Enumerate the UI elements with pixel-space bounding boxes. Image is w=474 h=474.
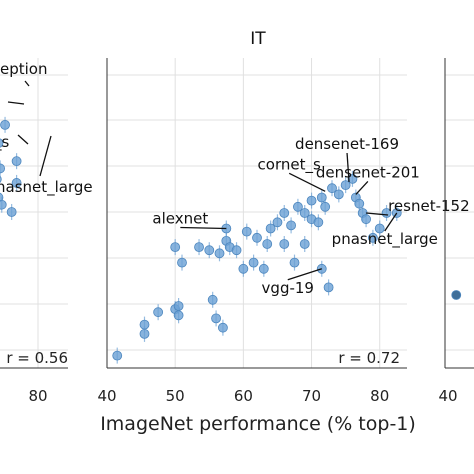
data-point	[368, 232, 378, 243]
data-point	[354, 198, 365, 209]
annotation-leader	[288, 172, 326, 192]
data-point	[316, 192, 327, 203]
data-point	[207, 294, 218, 305]
data-point	[361, 214, 371, 225]
data-point	[340, 180, 351, 191]
x-tick-label: 60	[234, 387, 253, 405]
data-point	[258, 263, 269, 274]
annotation-leader	[366, 212, 389, 216]
data-point	[238, 263, 249, 274]
left-panel: 80 r = 0.56 eption _s nasnet_large	[0, 58, 93, 405]
correlation-label: r = 0.72	[338, 349, 400, 367]
data-point	[173, 301, 184, 311]
data-point	[11, 156, 22, 167]
data-point	[153, 307, 164, 318]
data-point	[272, 217, 283, 228]
data-point	[323, 282, 334, 293]
data-point	[11, 178, 22, 188]
x-tick-label: 50	[166, 387, 185, 405]
data-point	[252, 232, 262, 243]
data-point	[333, 189, 344, 200]
data-point	[374, 223, 385, 234]
point-label: resnet-152	[388, 197, 470, 215]
data-point	[0, 119, 10, 130]
x-tick-label: 40	[438, 387, 457, 405]
point-label: eption	[0, 60, 47, 78]
data-point	[139, 319, 150, 330]
data-point	[299, 208, 310, 218]
right-panel: 40	[438, 58, 474, 405]
point-label: nasnet_large	[0, 178, 93, 197]
data-point	[248, 257, 259, 268]
data-point	[320, 201, 331, 212]
data-point	[279, 208, 290, 218]
annotation-leader	[7, 101, 25, 105]
point-label: densenet-201	[316, 163, 420, 181]
data-point	[0, 163, 5, 174]
x-tick-label: 80	[28, 387, 47, 405]
annotation-leader	[24, 80, 30, 87]
data-point	[194, 242, 204, 253]
data-point	[313, 217, 324, 228]
data-point	[177, 257, 187, 268]
x-axis-label: ImageNet performance (% top-1)	[100, 413, 416, 435]
data-point	[112, 350, 123, 361]
correlation-label: r = 0.56	[6, 349, 68, 367]
data-point	[451, 290, 462, 300]
annotation-leader	[17, 134, 29, 145]
annotation-leader	[39, 135, 52, 177]
point-label: vgg-19	[262, 279, 314, 297]
point-label: _s	[0, 133, 10, 152]
data-point	[0, 175, 2, 184]
data-point	[279, 239, 290, 249]
data-point	[265, 223, 276, 234]
data-point	[262, 239, 273, 249]
point-label: cornet_s	[258, 155, 321, 174]
it-panel: 40 50 60 70 80 densenet-169 cornet_sdensenet-2…	[97, 58, 470, 405]
data-point	[347, 173, 358, 184]
data-point	[231, 245, 242, 256]
data-point	[0, 138, 4, 148]
annotation-leader	[180, 226, 227, 230]
point-label: alexnet	[152, 210, 208, 228]
data-point	[286, 220, 296, 231]
data-point	[306, 195, 317, 206]
annotation-leader	[287, 268, 322, 281]
data-point	[170, 242, 181, 253]
data-point	[241, 226, 252, 237]
data-point	[293, 201, 303, 212]
x-tick-label: 70	[302, 387, 321, 405]
annotation-leader	[355, 180, 369, 195]
point-label: pnasnet_large	[332, 230, 438, 249]
panel-title: IT	[250, 29, 266, 49]
annotation-leader	[346, 152, 350, 183]
data-point	[327, 183, 337, 194]
data-point	[211, 313, 221, 324]
data-point	[218, 322, 228, 333]
data-point	[0, 199, 7, 210]
data-point	[6, 207, 17, 217]
data-point	[214, 248, 225, 259]
data-point	[299, 239, 310, 249]
x-tick-label: 40	[97, 387, 116, 405]
point-label: densenet-169	[295, 135, 399, 153]
x-tick-label: 80	[370, 387, 389, 405]
data-point	[204, 245, 215, 256]
annotation-leader	[384, 212, 398, 232]
data-point	[289, 257, 300, 268]
